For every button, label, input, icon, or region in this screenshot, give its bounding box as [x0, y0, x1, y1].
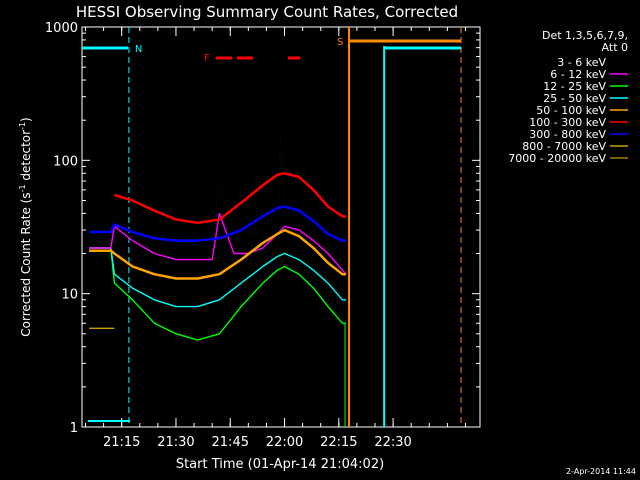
x-tick-label: 21:15 [103, 435, 140, 450]
plot-frame [81, 26, 481, 428]
legend-label: 50 - 100 keV [536, 104, 606, 117]
y-tick-label: 1000 [45, 21, 78, 36]
y-tick-label: 10 [61, 288, 78, 303]
series-line [114, 172, 347, 225]
x-tick-label: 22:15 [320, 435, 357, 450]
legend-label: 12 - 25 keV [543, 80, 606, 93]
legend-label: 3 - 6 keV [557, 56, 606, 69]
observing-flags: N S F [82, 27, 462, 427]
x-tick-label: 22:30 [374, 435, 411, 450]
series-line [89, 228, 347, 280]
series-line [89, 212, 347, 275]
series-line [89, 247, 347, 308]
legend-label: 300 - 800 keV [529, 128, 606, 141]
flag-f-label: F [204, 53, 210, 64]
y-tick-label: 100 [53, 154, 78, 169]
series-line [89, 205, 347, 242]
y-axis: 1 10 100 1000 [45, 21, 480, 436]
series-line [89, 136, 347, 249]
legend-header-attenuator: Att 0 [602, 41, 628, 54]
series-layer [89, 136, 347, 427]
legend-label: 25 - 50 keV [543, 92, 606, 105]
series-line [89, 247, 347, 341]
legend-label: 6 - 12 keV [550, 68, 606, 81]
footer-timestamp: 2-Apr-2014 11:44 [566, 467, 636, 476]
y-tick-label: 1 [70, 421, 78, 436]
x-tick-label: 21:45 [212, 435, 249, 450]
x-tick-label: 21:30 [157, 435, 194, 450]
x-axis-label: Start Time (01-Apr-14 21:04:02) [176, 457, 384, 472]
chart-title: HESSI Observing Summary Count Rates, Cor… [76, 3, 458, 21]
legend-label: 100 - 300 keV [529, 116, 606, 129]
legend-header-detectors: Det 1,3,5,6,7,9, [542, 29, 628, 42]
legend-label: 800 - 7000 keV [522, 140, 606, 153]
x-tick-label: 22:00 [266, 435, 303, 450]
x-axis: 21:15 21:30 21:45 22:00 22:15 22:30 [84, 27, 466, 450]
y-axis-label: Corrected Count Rate (s-1 detector-1) [18, 117, 33, 336]
flag-s-label: S [337, 37, 343, 48]
legend-label: 7000 - 20000 keV [508, 152, 606, 165]
flag-n-label: N [135, 44, 142, 55]
